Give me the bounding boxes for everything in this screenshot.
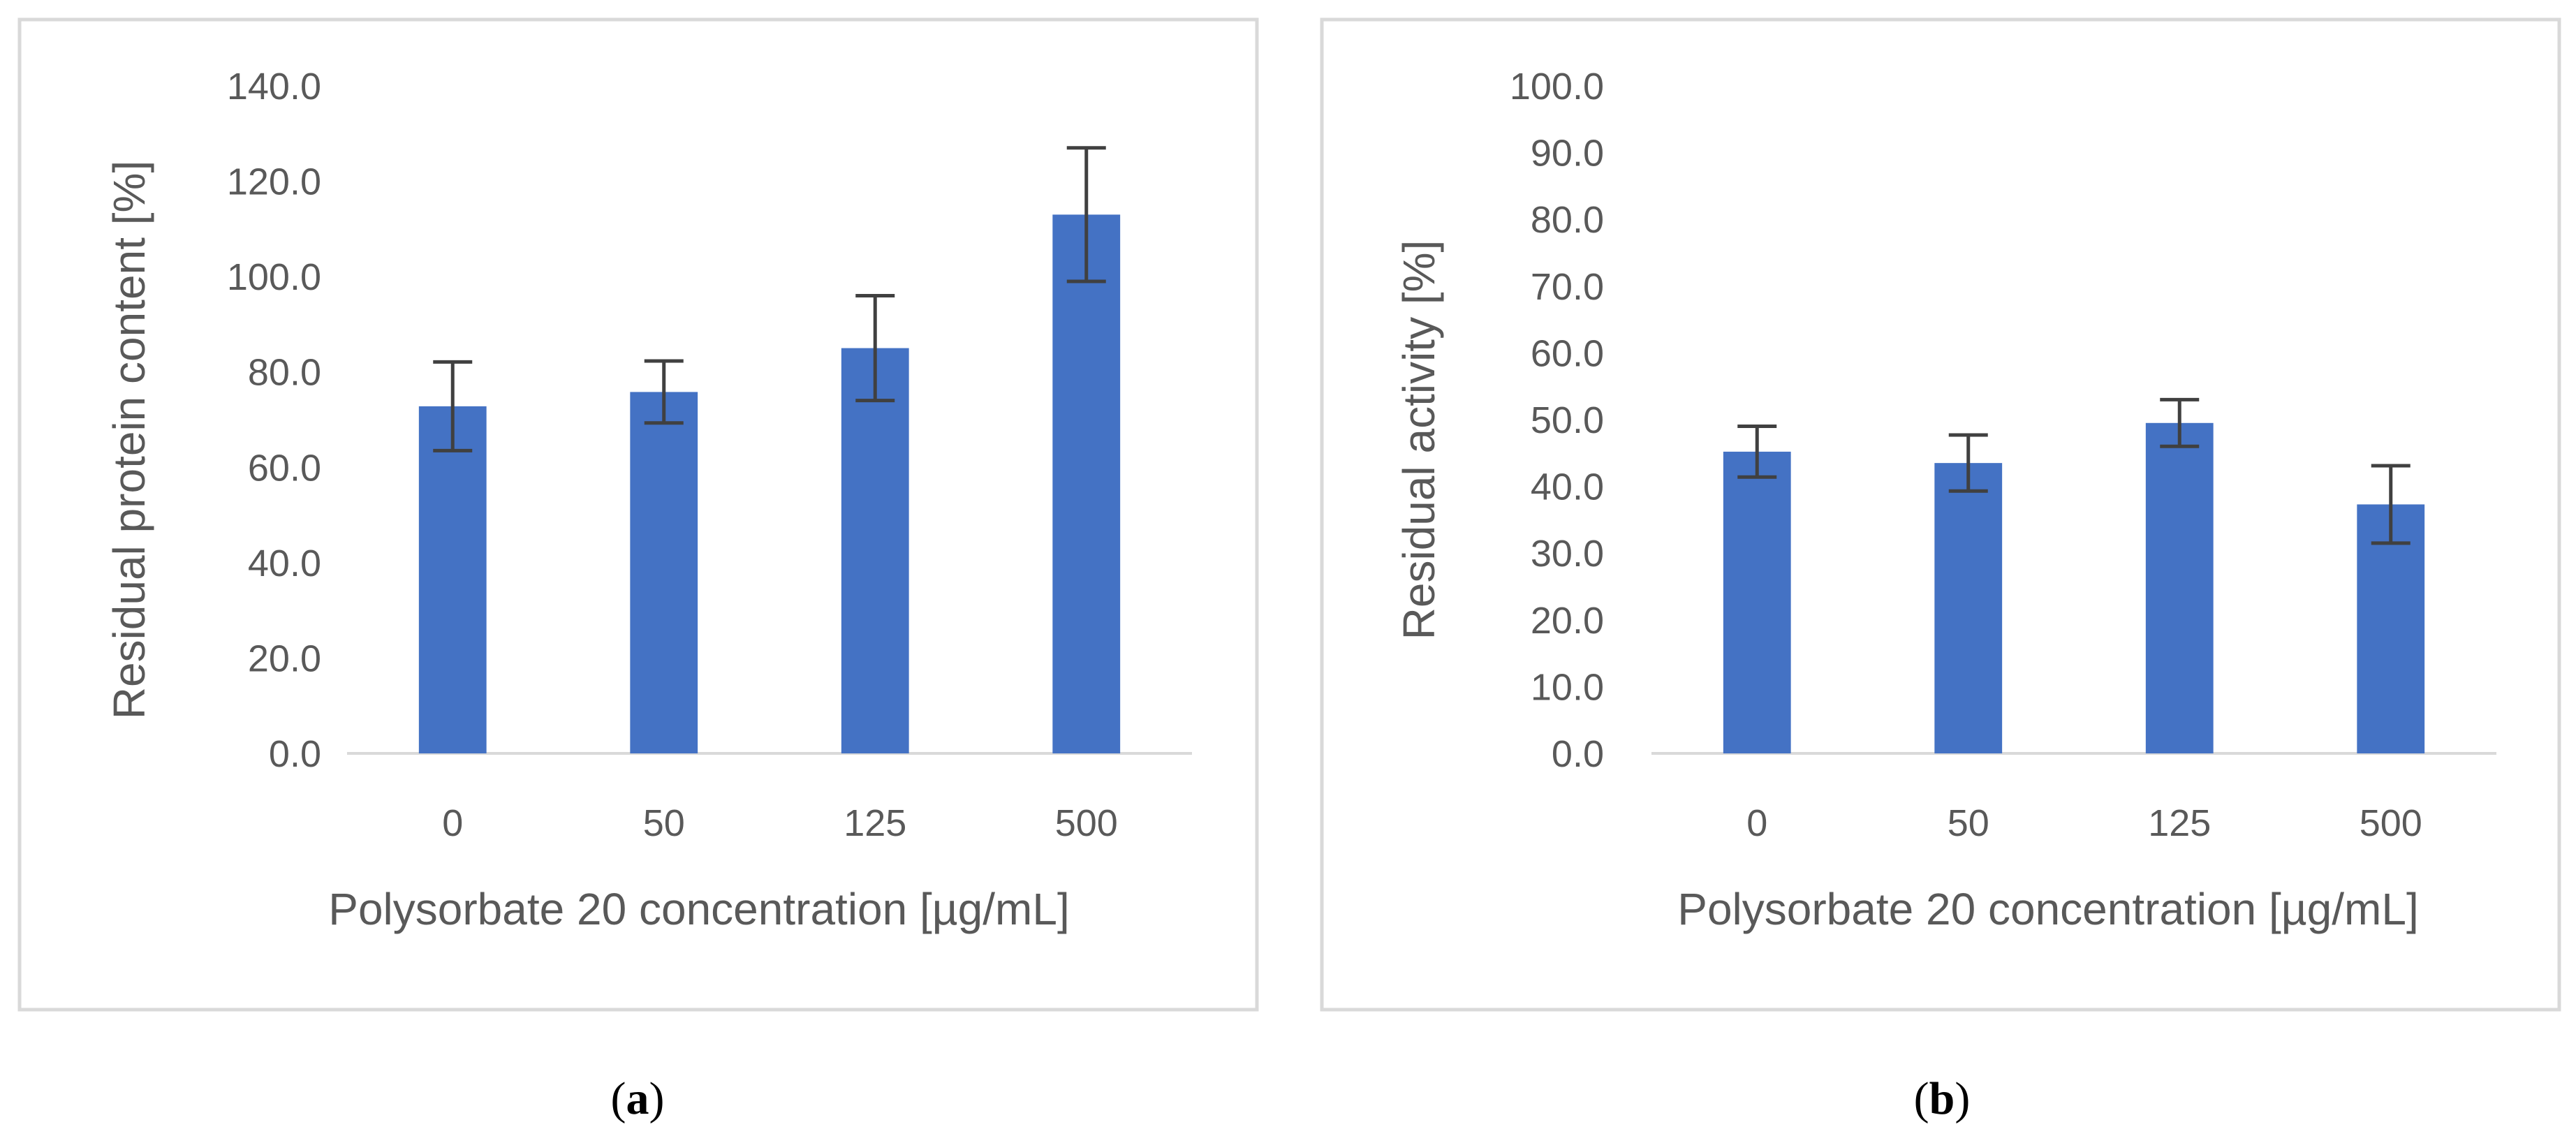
x-tick-label: 50 — [1948, 802, 1989, 844]
caption-b-open: ( — [1914, 1073, 1929, 1124]
error-bars-a — [433, 146, 1106, 452]
y-axis-title-b: Residual activity [%] — [1394, 240, 1444, 640]
error-bar — [2160, 397, 2200, 448]
y-tick-label: 10.0 — [1531, 666, 1604, 708]
chart-panel-b: 0.0 10.0 20.0 30.0 40.0 50.0 60.0 70.0 80.0 90.0 1… — [1320, 17, 2561, 1012]
y-tick-label: 20.0 — [1531, 600, 1604, 642]
x-axis-title-a: Polysorbate 20 concentration [µg/mL] — [328, 884, 1069, 934]
y-tick-label: 0.0 — [269, 733, 321, 775]
y-tick-labels-a: 0.0 20.0 40.0 60.0 80.0 100.0 120.0 140.0 — [227, 66, 321, 775]
x-tick-labels-a: 0 50 125 500 — [442, 802, 1118, 844]
x-tick-label: 50 — [643, 802, 685, 844]
y-tick-label: 90.0 — [1531, 133, 1604, 175]
caption-a-letter: a — [626, 1073, 649, 1124]
y-tick-label: 80.0 — [248, 352, 321, 394]
bar — [2145, 422, 2214, 753]
y-tick-label: 40.0 — [1531, 466, 1604, 508]
y-tick-label: 100.0 — [1510, 66, 1604, 108]
x-tick-label: 500 — [2360, 802, 2422, 844]
x-axis-title-b: Polysorbate 20 concentration [µg/mL] — [1677, 884, 2418, 934]
caption-a: (a) — [611, 1073, 665, 1124]
chart-panel-a: 0.0 20.0 40.0 60.0 80.0 100.0 120.0 140.0 0 50 12… — [17, 17, 1259, 1012]
caption-a-close: ) — [649, 1073, 665, 1124]
y-tick-label: 140.0 — [227, 66, 321, 108]
y-tick-label: 0.0 — [1552, 733, 1604, 775]
y-tick-label: 120.0 — [227, 161, 321, 203]
error-bars-b — [1737, 397, 2411, 545]
y-tick-label: 60.0 — [1531, 332, 1604, 374]
bars-a — [418, 214, 1121, 754]
bar — [1723, 451, 1791, 753]
bar — [1052, 214, 1121, 753]
error-bar — [855, 293, 895, 403]
y-tick-label: 70.0 — [1531, 266, 1604, 308]
bars-b — [1723, 422, 2425, 753]
bar — [841, 348, 909, 754]
y-tick-label: 80.0 — [1531, 199, 1604, 241]
bar — [630, 392, 698, 753]
caption-b-close: ) — [1955, 1073, 1970, 1124]
bar — [1934, 463, 2003, 753]
y-tick-label: 30.0 — [1531, 533, 1604, 575]
error-bar — [644, 359, 684, 425]
bar — [2357, 504, 2425, 753]
x-tick-label: 125 — [2148, 802, 2211, 844]
y-tick-label: 100.0 — [227, 256, 321, 298]
caption-a-open: ( — [611, 1073, 626, 1124]
y-axis-title-a: Residual protein content [%] — [104, 161, 154, 719]
x-tick-label: 0 — [442, 802, 463, 844]
error-bar — [1066, 146, 1106, 283]
bar — [418, 406, 487, 753]
y-tick-label: 40.0 — [248, 543, 321, 584]
y-tick-label: 60.0 — [248, 447, 321, 489]
error-bar — [433, 360, 473, 452]
x-tick-labels-b: 0 50 125 500 — [1746, 802, 2422, 844]
y-tick-labels-b: 0.0 10.0 20.0 30.0 40.0 50.0 60.0 70.0 80.0 90.0 1… — [1510, 66, 1604, 775]
error-bar — [2371, 464, 2411, 545]
caption-b-letter: b — [1929, 1073, 1955, 1124]
y-tick-label: 20.0 — [248, 637, 321, 679]
caption-b: (b) — [1914, 1073, 1971, 1124]
error-bar — [1948, 433, 1988, 493]
error-bar — [1737, 425, 1777, 479]
x-tick-label: 125 — [844, 802, 906, 844]
x-tick-label: 500 — [1055, 802, 1118, 844]
y-tick-label: 50.0 — [1531, 399, 1604, 441]
x-tick-label: 0 — [1746, 802, 1767, 844]
